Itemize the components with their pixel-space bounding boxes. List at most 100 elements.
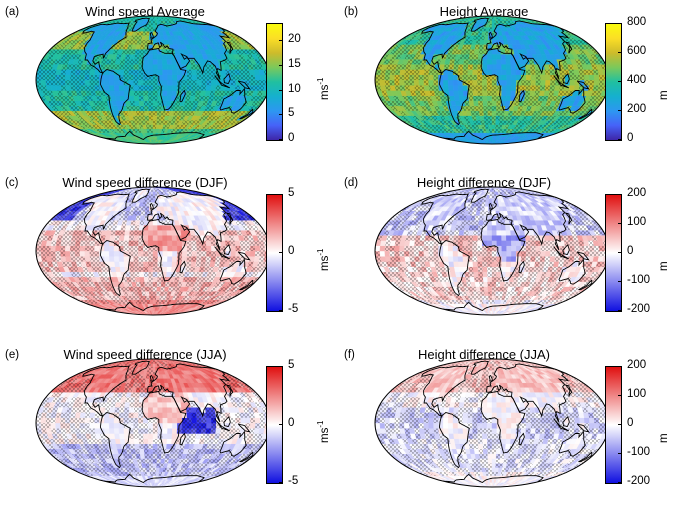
significance-hatch <box>520 85 526 91</box>
significance-hatch <box>153 95 158 101</box>
coastline-africa <box>141 47 187 111</box>
colorbar-tick-label: 600 <box>627 45 647 57</box>
grid-cell <box>545 74 551 81</box>
significance-hatch <box>153 110 158 116</box>
significance-hatch <box>213 128 226 133</box>
significance-hatch <box>230 44 239 50</box>
significance-hatch <box>124 39 131 45</box>
significance-hatch <box>110 59 117 65</box>
significance-hatch <box>36 80 42 86</box>
significance-hatch <box>191 80 197 86</box>
grid-cell <box>530 74 537 81</box>
significance-hatch <box>488 27 492 32</box>
grid-cell <box>489 20 493 24</box>
colorbar-tick-label: 20 <box>288 33 301 46</box>
significance-hatch <box>544 69 551 75</box>
grid-cell <box>491 49 497 55</box>
significance-hatch <box>128 69 134 75</box>
colorbar-tick-label: 0 <box>288 132 295 144</box>
grid-cell <box>161 95 168 102</box>
coastline-greenland <box>131 17 150 32</box>
significance-hatch <box>259 80 266 86</box>
significance-hatch <box>146 128 151 133</box>
significance-hatch <box>148 90 153 96</box>
significance-hatch <box>60 54 69 60</box>
significance-hatch <box>479 110 484 116</box>
significance-hatch <box>200 124 209 129</box>
significance-hatch <box>144 286 150 292</box>
significance-hatch <box>254 95 262 101</box>
grid-cell <box>114 90 121 96</box>
significance-hatch <box>126 49 132 55</box>
significance-hatch <box>246 54 255 60</box>
significance-hatch <box>178 105 185 111</box>
grid-cell <box>525 74 532 81</box>
significance-hatch <box>148 286 153 292</box>
significance-hatch <box>42 90 49 96</box>
grid-cell <box>540 79 546 86</box>
grid-cell <box>501 90 507 96</box>
significance-hatch <box>51 100 60 106</box>
grid-cell <box>191 69 197 75</box>
significance-hatch <box>209 110 218 116</box>
grid-cell <box>491 100 497 107</box>
colorbar-tick-label: 0 <box>627 132 634 144</box>
grid-cell <box>148 59 154 65</box>
grid-cell <box>172 74 178 81</box>
grid-cell <box>134 276 141 283</box>
significance-hatch <box>196 69 202 75</box>
significance-hatch <box>544 85 551 91</box>
significance-hatch <box>257 90 264 96</box>
significance-hatch <box>193 100 200 106</box>
significance-hatch <box>134 35 139 40</box>
significance-hatch <box>181 120 188 125</box>
significance-hatch <box>186 90 192 96</box>
significance-hatch <box>148 271 153 277</box>
grid-cell <box>149 299 154 304</box>
significance-hatch <box>47 54 55 60</box>
grid-cell <box>113 74 120 81</box>
significance-hatch <box>242 64 250 70</box>
grid-cell <box>389 74 396 81</box>
significance-hatch <box>143 100 149 106</box>
coastlines <box>82 17 254 141</box>
panel-label: (b) <box>344 6 359 18</box>
significance-hatch <box>121 49 128 55</box>
significance-hatch <box>138 90 144 96</box>
grid-cell <box>501 85 507 91</box>
significance-hatch <box>201 110 209 116</box>
significance-hatch <box>148 110 153 116</box>
significance-hatch <box>433 85 440 91</box>
significance-hatch <box>208 128 220 133</box>
significance-hatch <box>487 115 492 121</box>
grid-cell <box>108 74 115 81</box>
significance-hatch <box>76 90 83 96</box>
significance-hatch <box>161 110 166 116</box>
significance-hatch <box>130 49 136 55</box>
grid-cell <box>510 85 517 91</box>
significance-hatch <box>255 54 264 60</box>
colorbar-tick-mark <box>279 114 283 116</box>
grid-cell <box>138 100 145 107</box>
significance-hatch <box>149 291 153 296</box>
significance-hatch <box>124 64 130 70</box>
significance-hatch <box>59 39 70 45</box>
significance-hatch <box>182 105 189 111</box>
colorbar-tick-mark <box>618 81 622 82</box>
grid-cell <box>482 90 488 96</box>
significance-hatch <box>237 54 246 60</box>
significance-hatch <box>130 100 136 106</box>
significance-hatch <box>85 64 92 70</box>
significance-hatch <box>83 124 94 129</box>
significance-hatch <box>238 49 247 55</box>
grid-cell <box>166 271 172 278</box>
significance-hatch <box>143 80 149 86</box>
grid-cell <box>145 35 150 40</box>
grid-cell <box>104 79 110 86</box>
colorbar <box>266 23 283 141</box>
significance-hatch <box>487 85 492 91</box>
significance-hatch <box>215 120 226 125</box>
significance-hatch <box>144 105 149 111</box>
significance-hatch <box>104 115 112 121</box>
grid-cell <box>482 59 488 65</box>
